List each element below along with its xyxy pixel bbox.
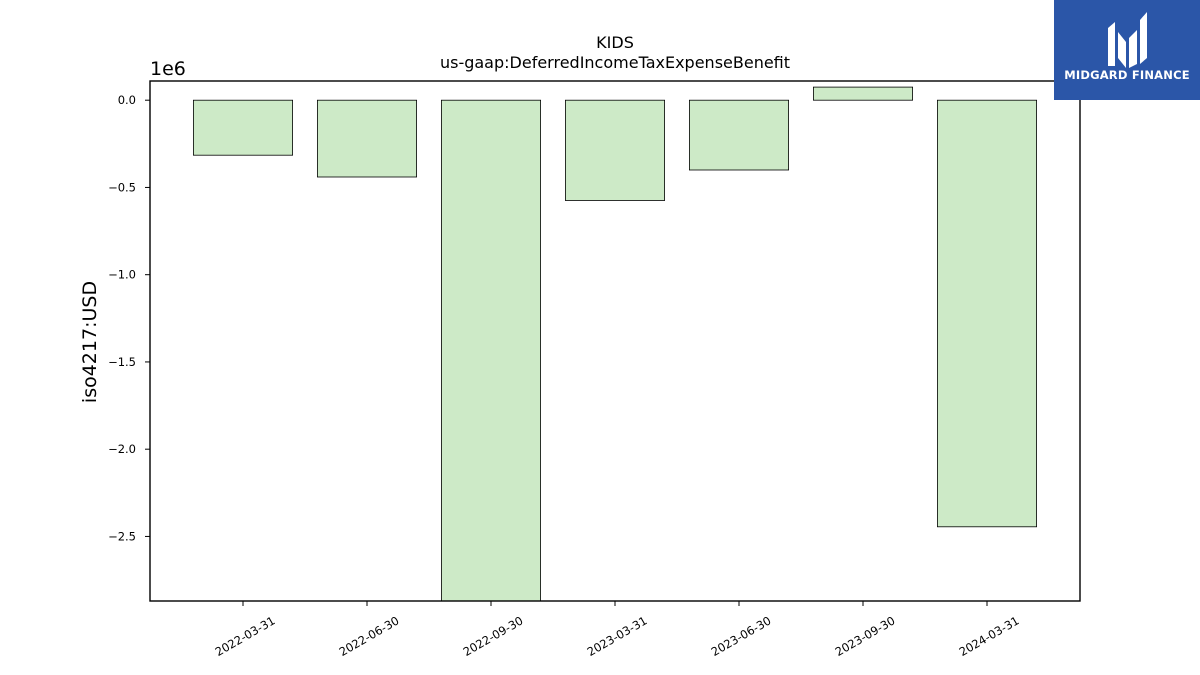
bar-2024-03-31 <box>937 99 1038 528</box>
x-tick-label: 2022-06-30 <box>337 613 402 659</box>
chart-title: KIDS <box>596 33 634 52</box>
x-tick-label: 2022-03-31 <box>213 613 278 659</box>
x-tick-label: 2023-06-30 <box>709 613 774 659</box>
x-tick-label: 2022-09-30 <box>461 613 526 659</box>
brand-logo: MIDGARD FINANCE <box>1054 0 1200 100</box>
chart-subtitle: us-gaap:DeferredIncomeTaxExpenseBenefit <box>440 53 790 72</box>
plot-frame <box>149 80 1081 602</box>
brand-name: MIDGARD FINANCE <box>1064 68 1190 82</box>
y-scale-label: 1e6 <box>150 58 186 80</box>
x-tick-label: 2023-09-30 <box>833 613 898 659</box>
bar-2023-03-31 <box>565 99 666 201</box>
y-tick-label: 0.0 <box>118 93 136 107</box>
bar-2023-09-30 <box>813 86 914 101</box>
bar-2022-06-30 <box>316 99 417 178</box>
bar-2022-09-30 <box>440 99 541 602</box>
x-tick-label: 2024-03-31 <box>957 613 1022 659</box>
y-tick-label: −2.5 <box>108 529 136 543</box>
y-tick-label: −0.5 <box>108 180 136 194</box>
midgard-logo-icon <box>1108 12 1147 68</box>
y-tick-label: −2.0 <box>108 442 136 456</box>
x-tick-label: 2023-03-31 <box>585 613 650 659</box>
y-axis-label: iso4217:USD <box>79 281 101 403</box>
bar-2022-03-31 <box>192 99 293 156</box>
y-tick-label: −1.5 <box>108 355 136 369</box>
y-tick-label: −1.0 <box>108 268 136 282</box>
bar-2023-06-30 <box>689 99 790 171</box>
